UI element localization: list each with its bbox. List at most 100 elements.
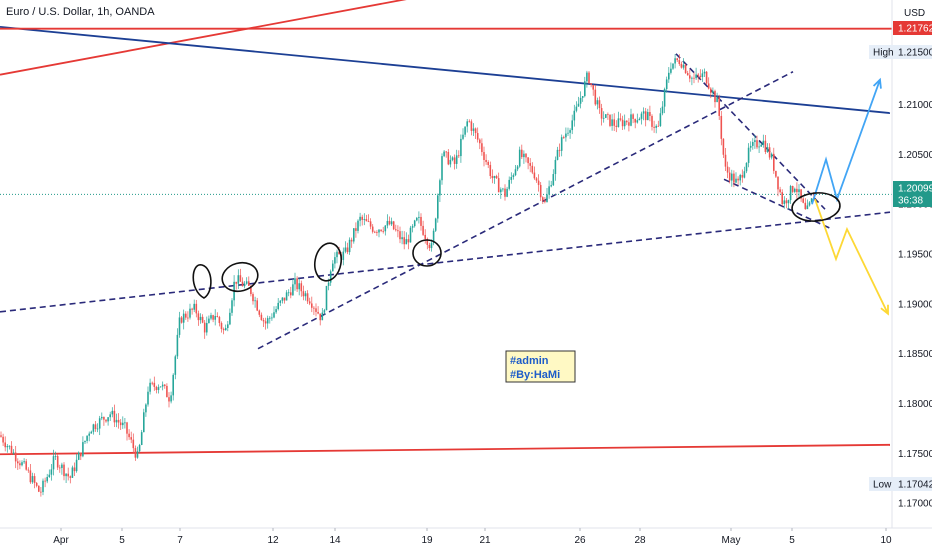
candle-body: [550, 185, 552, 187]
candle-body: [147, 391, 149, 405]
candle-body: [636, 120, 639, 123]
candle-body: [166, 385, 168, 398]
candle-body: [516, 166, 519, 170]
candle-body: [178, 317, 181, 335]
candle-body: [523, 153, 525, 158]
candle-body: [607, 114, 609, 116]
candle-body: [777, 176, 779, 190]
candle-body: [80, 452, 82, 457]
candle-body: [170, 395, 172, 402]
candle-body: [117, 419, 120, 423]
candle-body: [670, 68, 672, 73]
candle-body: [546, 194, 548, 203]
candle-body: [481, 143, 483, 153]
candle-body: [674, 58, 676, 64]
candle-body: [69, 476, 72, 478]
trend-line-dashed: [257, 71, 794, 350]
candle-body: [279, 300, 282, 303]
candle-body: [115, 419, 118, 423]
y-tick-label: 1.18000: [898, 399, 932, 410]
candle-body: [447, 151, 450, 165]
candle-body: [413, 220, 416, 227]
y-tick-label: 1.21000: [898, 100, 932, 111]
candle-body: [61, 464, 63, 469]
candle-body: [392, 221, 395, 230]
candle-body: [437, 195, 439, 219]
candle-body: [195, 303, 198, 314]
candle-body: [527, 157, 529, 164]
candle-body: [455, 155, 458, 164]
candle-body: [14, 452, 17, 462]
candle-body: [42, 480, 44, 493]
candle-body: [752, 142, 754, 146]
candle-body: [489, 164, 492, 176]
candle-body: [623, 120, 626, 127]
candle-body: [21, 462, 23, 466]
candle-body: [548, 186, 550, 195]
candle-body: [542, 197, 544, 201]
candle-body: [376, 232, 378, 233]
candle-body: [258, 310, 261, 315]
candle-body: [176, 334, 179, 357]
candle-body: [136, 451, 139, 458]
candle-body: [367, 221, 370, 222]
projection-yellow: [814, 198, 889, 315]
circle-annotation: [192, 264, 212, 299]
candle-body: [75, 459, 78, 472]
candle-body: [626, 120, 628, 123]
candle-body: [544, 200, 546, 203]
circle-annotation: [412, 239, 442, 267]
x-tick-label: 7: [177, 535, 183, 546]
candle-body: [390, 221, 393, 225]
candle-body: [191, 308, 193, 310]
candle-body: [338, 251, 340, 255]
candle-body: [212, 315, 214, 320]
candle-body: [321, 312, 324, 321]
candle-body: [445, 151, 447, 153]
high-tag: High 1.21500: [869, 45, 932, 59]
candle-body: [40, 491, 42, 493]
candle-body: [783, 200, 786, 205]
candle-body: [73, 467, 76, 472]
candle-body: [273, 312, 275, 318]
candle-body: [695, 74, 697, 79]
candle-body: [754, 140, 756, 143]
candle-body: [199, 316, 202, 321]
y-tick-label: 1.19500: [898, 250, 932, 261]
candle-body: [594, 89, 597, 105]
time-scale[interactable]: Apr 5 7 12 14 19 21 26 28 May 5 10: [0, 527, 932, 546]
candle-body: [283, 297, 286, 301]
candle-body: [168, 397, 170, 402]
candle-body: [552, 174, 555, 186]
candle-body: [59, 467, 61, 469]
price-scale[interactable]: USD 1.215001.210001.205001.200001.195001…: [891, 0, 932, 528]
candle-body: [23, 461, 25, 463]
candle-body: [124, 422, 126, 424]
candle-body: [428, 244, 431, 249]
candle-body: [649, 112, 651, 116]
candle-body: [19, 463, 21, 466]
candle-body: [180, 317, 183, 323]
circle-annotation: [791, 192, 841, 222]
candle-body: [502, 188, 504, 190]
candle-body: [31, 476, 34, 483]
candle-body: [384, 225, 387, 232]
candle-body: [220, 323, 223, 330]
candle-body: [185, 313, 187, 318]
candle-body: [630, 114, 632, 126]
red-level-tag: 1.21762: [893, 21, 932, 35]
candle-body: [237, 275, 240, 284]
candle-body: [159, 386, 162, 388]
candle-body: [731, 173, 733, 181]
candle-body: [71, 467, 74, 478]
candle-body: [235, 281, 237, 284]
candle-body: [296, 278, 298, 290]
candle-body: [714, 90, 716, 103]
candle-body: [420, 216, 422, 226]
candle-body: [386, 220, 389, 226]
x-tick-label: Apr: [53, 535, 69, 546]
candle-body: [46, 476, 48, 482]
candle-body: [598, 100, 601, 109]
candle-body: [728, 172, 731, 181]
